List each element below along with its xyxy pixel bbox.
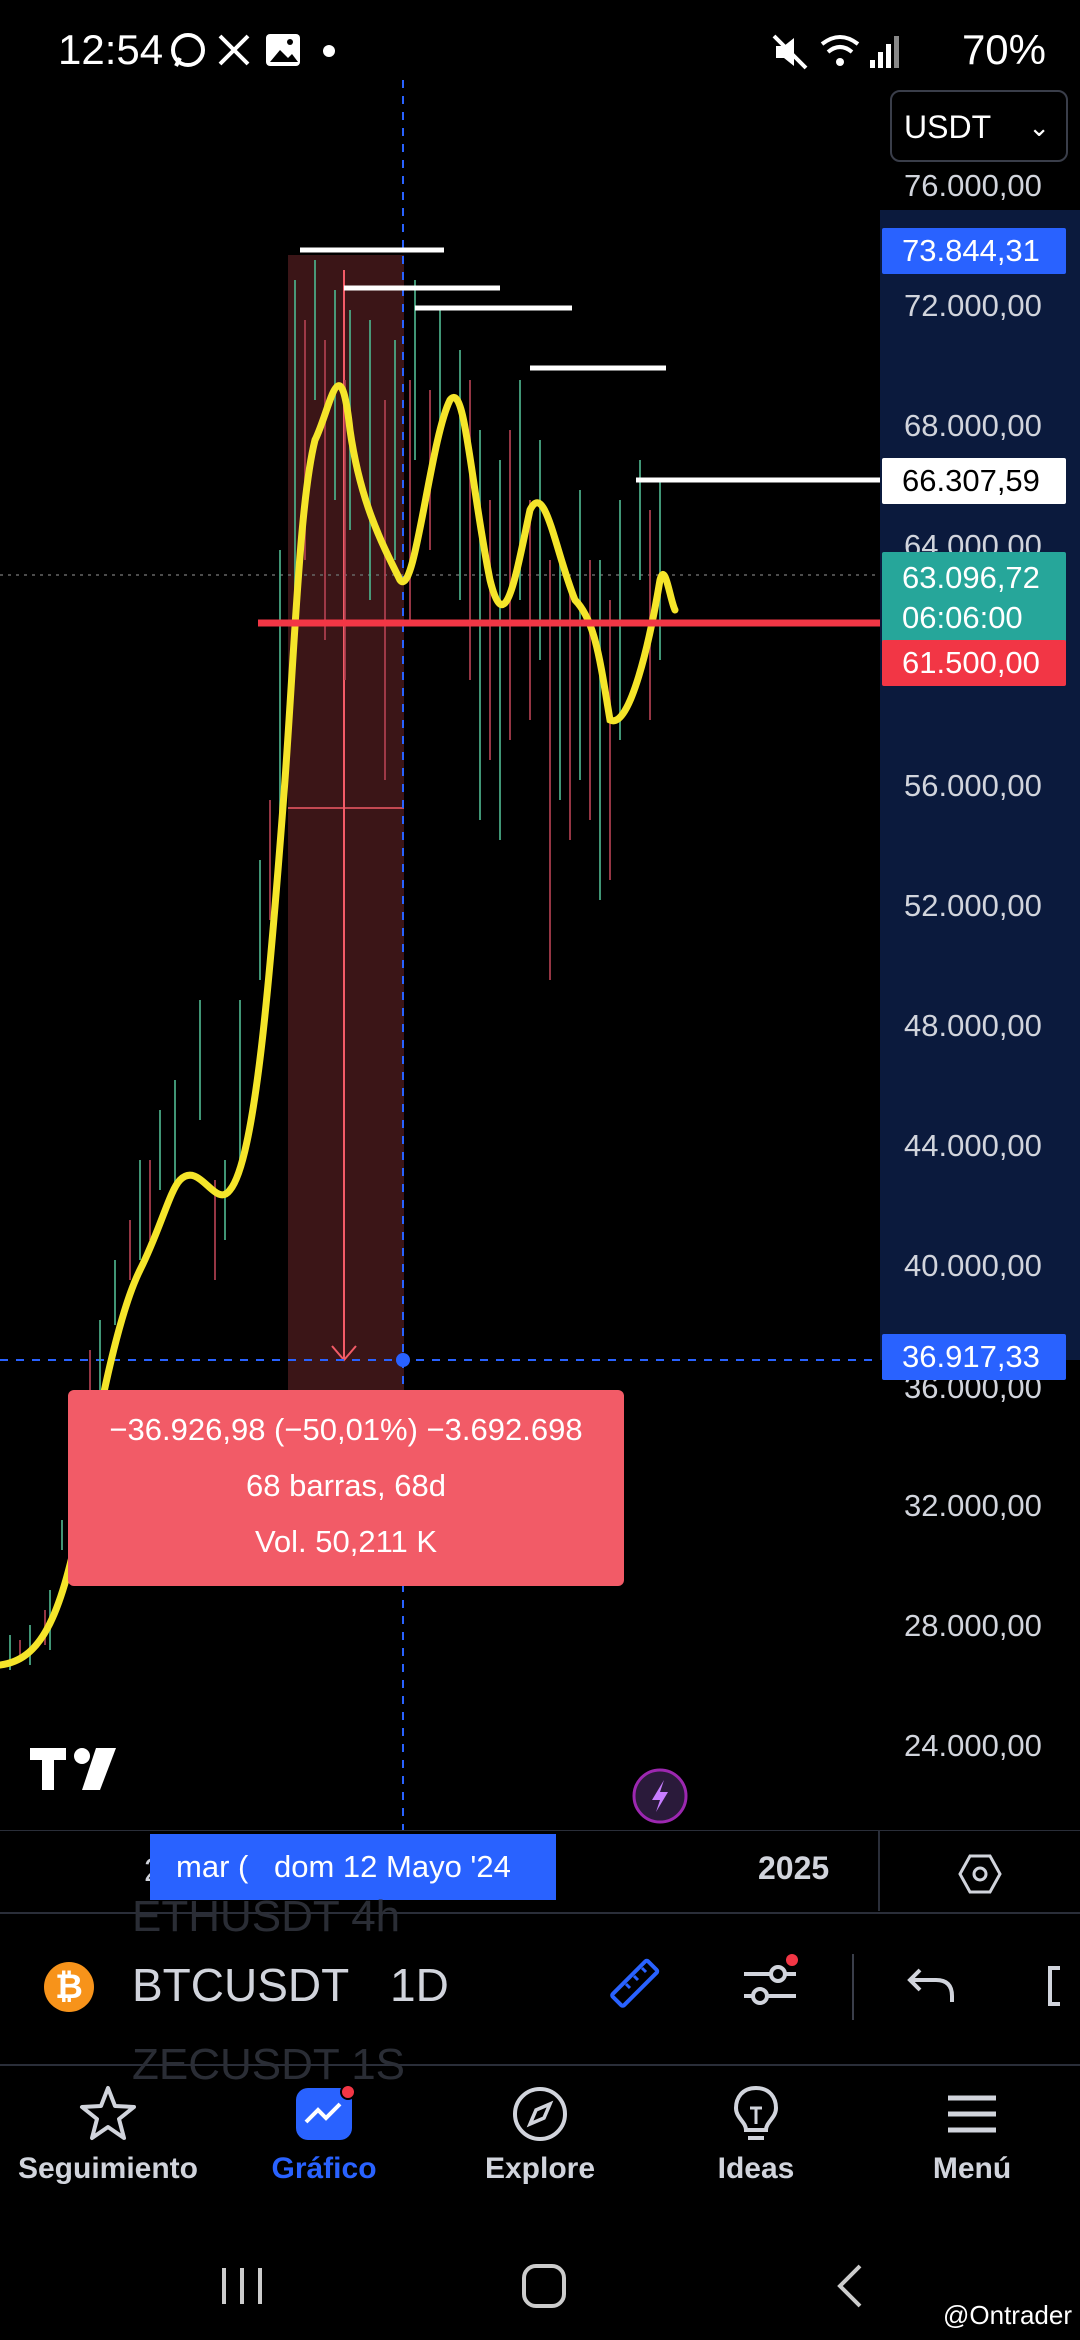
- price-tick: 32.000,00: [904, 1488, 1042, 1523]
- nav-label: Ideas: [717, 2152, 795, 2185]
- price-tick: 52.000,00: [904, 888, 1042, 923]
- symbol-toolbar: ETHUSDT 4h ZECUSDT 1S ₿ BTCUSDT 1D: [0, 1892, 1080, 2089]
- price-tick: 48.000,00: [904, 1008, 1042, 1043]
- indicators-icon[interactable]: [740, 1954, 804, 2014]
- ghost-symbol-below: ZECUSDT 1S: [132, 2040, 406, 2089]
- flash-button[interactable]: [632, 1768, 688, 1824]
- price-tick: 28.000,00: [904, 1608, 1042, 1643]
- gallery-icon: [266, 34, 300, 66]
- nav-item-explore[interactable]: Explore: [432, 2064, 648, 2224]
- time-axis[interactable]: [0, 1830, 1080, 1911]
- price-tick: 76.000,00: [904, 168, 1042, 203]
- resistance-lines: [300, 247, 880, 483]
- status-bar: 12:54 70%: [0, 0, 1080, 100]
- support-price-badge: 61.500,00: [882, 640, 1066, 686]
- nav-item-seguimiento[interactable]: Seguimiento: [0, 2064, 216, 2224]
- time-tick-partial-label: mar (: [176, 1849, 249, 1884]
- fullscreen-icon[interactable]: [1046, 1964, 1080, 2010]
- symbol-name[interactable]: BTCUSDT: [132, 1959, 350, 2011]
- tradingview-logo: [30, 1748, 116, 1790]
- battery-percent: 70%: [961, 26, 1046, 73]
- time-tick-year: 2025: [758, 1850, 830, 1886]
- nav-label: Explore: [484, 2152, 596, 2185]
- time-cursor-label: mar ( dom 12 Mayo '24: [150, 1834, 556, 1900]
- status-time: 12:54: [58, 26, 164, 73]
- menu-icon: [948, 2095, 996, 2133]
- nav-item-grafico[interactable]: Gráfico: [216, 2064, 432, 2224]
- last-price-badge: 63.096,72 06:06:00: [882, 552, 1066, 644]
- nav-label: Menú: [932, 2152, 1012, 2185]
- ghost-symbol-above: ETHUSDT 4h: [132, 1892, 401, 1941]
- undo-icon[interactable]: [906, 1960, 958, 2010]
- last-price-value: 63.096,72: [902, 560, 1040, 595]
- chart-icon: [296, 2084, 356, 2140]
- price-tick: 24.000,00: [904, 1728, 1042, 1763]
- x-icon: [218, 34, 250, 66]
- compass-icon: [513, 2087, 567, 2141]
- currency-select[interactable]: USDT ⌄: [890, 90, 1068, 162]
- crosshair-dot: [396, 1353, 410, 1367]
- cursor-price-badge: 36.917,33: [882, 1334, 1066, 1380]
- measure-volume: Vol. 50,211 K: [254, 1524, 438, 1559]
- measure-change: −36.926,98 (−50,01%) −3.692.698: [109, 1412, 583, 1447]
- star-icon: [80, 2086, 136, 2140]
- measure-bars: 68 barras, 68d: [246, 1468, 446, 1503]
- cursor-date: dom 12 Mayo '24: [274, 1849, 511, 1884]
- price-axis[interactable]: 76.000,00 72.000,00 68.000,00 64.000,00 …: [880, 80, 1080, 1830]
- price-tick: 44.000,00: [904, 1128, 1042, 1163]
- system-navigation-bar: [0, 2224, 1080, 2340]
- price-tick: 40.000,00: [904, 1248, 1042, 1283]
- mute-icon: [772, 34, 808, 70]
- currency-value: USDT: [904, 109, 992, 145]
- recent-apps-icon[interactable]: [218, 2264, 268, 2308]
- back-icon[interactable]: [830, 2262, 870, 2310]
- home-icon[interactable]: [520, 2262, 568, 2310]
- nav-item-ideas[interactable]: Ideas: [648, 2064, 864, 2224]
- candle-countdown: 06:06:00: [902, 600, 1023, 635]
- chart-settings-icon[interactable]: [958, 1852, 1002, 1896]
- nav-item-menu[interactable]: Menú: [864, 2064, 1080, 2224]
- dot-icon: [323, 45, 335, 57]
- interval-selector[interactable]: 1D: [390, 1959, 449, 2011]
- measure-tooltip: −36.926,98 (−50,01%) −3.692.698 68 barra…: [68, 1390, 624, 1586]
- ruler-icon[interactable]: [604, 1954, 664, 2014]
- watermark: @Ontrader: [943, 2300, 1072, 2330]
- bottom-navigation: Seguimiento Gráfico Explore Ideas Menú: [0, 2064, 1080, 2224]
- nav-label-active: Gráfico: [271, 2152, 377, 2185]
- signal-icon: [870, 36, 899, 68]
- wifi-icon: [820, 35, 860, 66]
- lightbulb-icon: [733, 2085, 779, 2140]
- price-tick: 56.000,00: [904, 768, 1042, 803]
- whatsapp-icon: [171, 33, 205, 67]
- toolbar-divider: [852, 1954, 854, 2020]
- moving-average-line: [0, 382, 679, 1669]
- level-price-badge: 66.307,59: [882, 458, 1066, 504]
- price-tick: 72.000,00: [904, 288, 1042, 323]
- nav-label: Seguimiento: [17, 2152, 198, 2185]
- chevron-down-icon: ⌄: [1028, 112, 1050, 142]
- bitcoin-icon: ₿: [44, 1962, 94, 2012]
- high-price-badge: 73.844,31: [882, 228, 1066, 274]
- price-tick: 68.000,00: [904, 408, 1042, 443]
